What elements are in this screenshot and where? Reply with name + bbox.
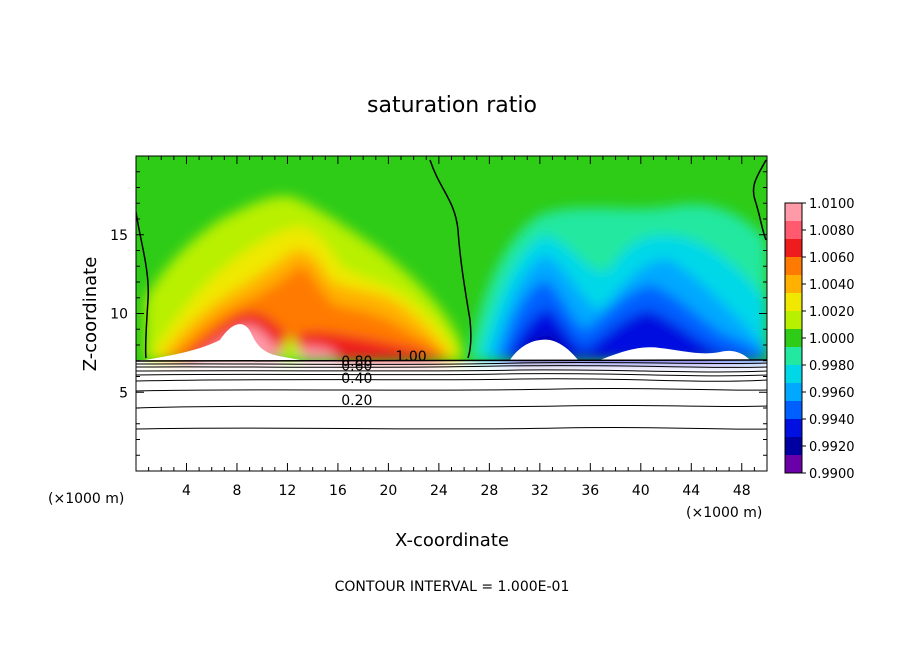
colorbar-swatch: [785, 239, 802, 258]
masked-area-right: [600, 347, 750, 360]
colorbar-swatch: [785, 311, 802, 330]
colorbar-label: 1.0000: [809, 332, 855, 347]
colorbar-label: 0.9980: [809, 359, 855, 374]
colorbar-swatch: [785, 419, 802, 438]
masked-area-mid: [510, 339, 578, 360]
contour-line-1-00-mid: [429, 159, 472, 359]
contour-labels: 1.00 0.800.600.40 0.20: [341, 349, 426, 409]
colorbar-swatch: [785, 203, 802, 222]
x-unit-right: (×1000 m): [686, 505, 762, 521]
lower-contours: [136, 359, 767, 430]
x-tick-label: 12: [279, 483, 297, 499]
colorbar-label: 0.9920: [809, 440, 855, 455]
contour-label: 0.40: [341, 371, 372, 387]
x-tick-label: 16: [329, 483, 347, 499]
x-tick-label: 32: [531, 483, 549, 499]
x-tick-label: 44: [682, 483, 700, 499]
y-tick-label: 15: [110, 228, 128, 244]
colorbar-swatch: [785, 455, 802, 474]
contour-line-1-00-right: [752, 159, 767, 241]
colorbar-label: 1.0020: [809, 305, 855, 320]
colorbar-swatch: [785, 221, 802, 240]
contour-label: 0.20: [341, 393, 372, 409]
y-axis: 5 10 15: [110, 171, 767, 456]
colorbar-swatch: [785, 329, 802, 348]
colorbar-label: 0.9900: [809, 467, 855, 482]
colorbar-label: 0.9960: [809, 386, 855, 401]
x-axis: 4 8 12 16 20 24 28 32 36 40 44 48: [148, 156, 755, 499]
x-tick-label: 8: [232, 483, 241, 499]
masked-area-left: [145, 324, 300, 360]
colorbar-label: 1.0040: [809, 278, 855, 293]
x-axis-title: X-coordinate: [395, 530, 509, 551]
plot-area: 1.00 0.800.600.40 0.20: [136, 156, 767, 471]
colorbar-swatch: [785, 401, 802, 420]
contour-label: 0.80: [341, 354, 372, 370]
subsaturated-region: [468, 204, 767, 360]
x-tick-label: 36: [581, 483, 599, 499]
x-tick-label: 4: [182, 483, 191, 499]
x-unit-left: (×1000 m): [48, 491, 124, 507]
x-tick-label: 20: [379, 483, 397, 499]
x-tick-label: 40: [632, 483, 650, 499]
colorbar-label: 1.0060: [809, 251, 855, 266]
x-tick-label: 48: [733, 483, 751, 499]
colorbar-swatch: [785, 257, 802, 276]
contour-label: 0.60: [341, 358, 372, 374]
y-tick-label: 5: [119, 385, 128, 401]
colorbar-swatch: [785, 437, 802, 456]
colorbar-swatch: [785, 275, 802, 294]
contour-interval-footer: CONTOUR INTERVAL = 1.000E-01: [335, 579, 570, 595]
colorbar: 1.0100 1.0080 1.0060 1.0040 1.0020 1.0000 0.99…: [784, 197, 855, 482]
colorbar-swatch: [785, 383, 802, 402]
colorbar-label: 1.0100: [809, 197, 855, 212]
chart-title: saturation ratio: [367, 93, 537, 118]
colorbar-swatch: [785, 347, 802, 366]
colorbar-swatch: [785, 365, 802, 384]
colorbar-label: 1.0080: [809, 224, 855, 239]
colorbar-swatch: [785, 293, 802, 312]
x-tick-label: 28: [480, 483, 498, 499]
contour-label: 1.00: [396, 349, 427, 365]
y-tick-label: 10: [110, 307, 128, 323]
colorbar-label: 0.9940: [809, 413, 855, 428]
x-tick-label: 24: [430, 483, 448, 499]
y-axis-title: Z-coordinate: [80, 257, 101, 372]
